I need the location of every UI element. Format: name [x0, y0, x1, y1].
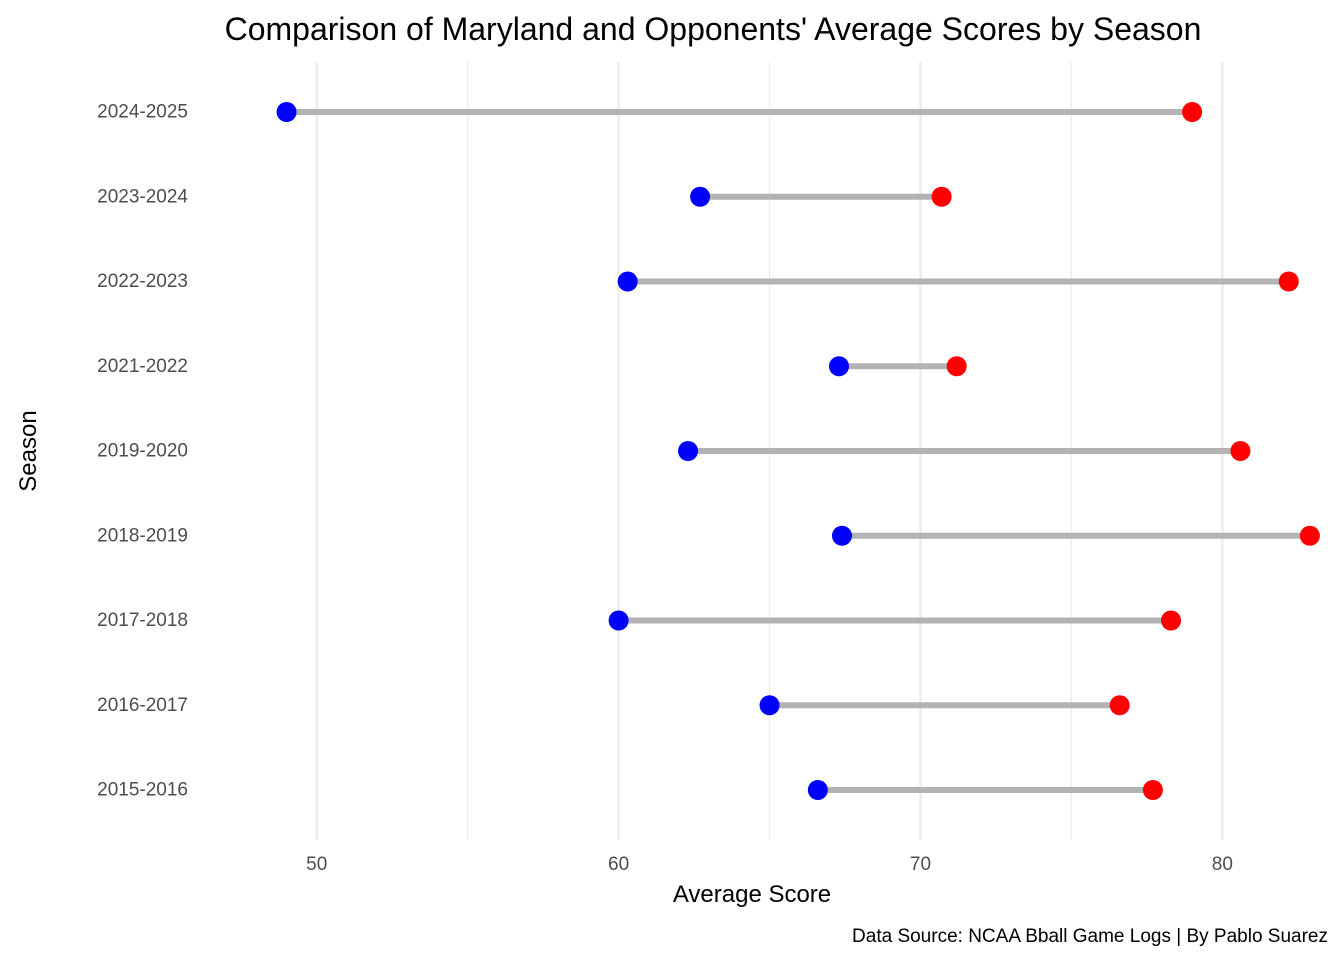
y-tick-label: 2024-2025	[97, 102, 188, 123]
x-tick-label: 50	[306, 854, 327, 875]
x-tick-label: 60	[608, 854, 629, 875]
low-score-point	[759, 695, 780, 716]
y-axis-title: Season	[15, 410, 42, 491]
y-tick-label: 2018-2019	[97, 525, 188, 546]
point-layer	[276, 102, 1320, 800]
low-score-point	[831, 525, 852, 546]
y-tick-label: 2023-2024	[97, 186, 188, 207]
high-score-point	[1278, 271, 1299, 292]
low-score-point	[678, 441, 699, 461]
y-tick-labels: 2024-2025 2023-2024 2022-2023 2021-2022 2019…	[97, 102, 188, 801]
high-score-point	[1142, 780, 1163, 800]
high-score-point	[1161, 610, 1182, 631]
segment-layer	[286, 109, 1310, 793]
y-tick-label: 2015-2016	[97, 780, 188, 801]
y-tick-label: 2017-2018	[97, 610, 188, 631]
low-score-point	[807, 780, 828, 800]
chart-caption: Data Source: NCAA Bball Game Logs | By P…	[852, 926, 1328, 947]
x-tick-labels: 50 60 70 80	[306, 854, 1233, 875]
high-score-point	[931, 186, 952, 207]
high-score-point	[946, 356, 967, 377]
x-tick-label: 70	[910, 854, 931, 875]
x-axis-title: Average Score	[673, 881, 831, 908]
high-score-point	[1182, 102, 1203, 122]
high-score-point	[1299, 525, 1320, 546]
y-tick-label: 2022-2023	[97, 271, 188, 292]
y-tick-label: 2019-2020	[97, 441, 188, 462]
high-score-point	[1109, 695, 1130, 716]
y-tick-label: 2016-2017	[97, 695, 188, 716]
low-score-point	[276, 102, 297, 122]
chart-title: Comparison of Maryland and Opponents' Av…	[225, 11, 1202, 47]
y-tick-label: 2021-2022	[97, 356, 188, 377]
x-tick-label: 80	[1212, 854, 1233, 875]
high-score-point	[1230, 441, 1251, 461]
low-score-point	[608, 610, 629, 631]
low-score-point	[617, 271, 638, 292]
low-score-point	[690, 186, 711, 207]
low-score-point	[828, 356, 849, 377]
